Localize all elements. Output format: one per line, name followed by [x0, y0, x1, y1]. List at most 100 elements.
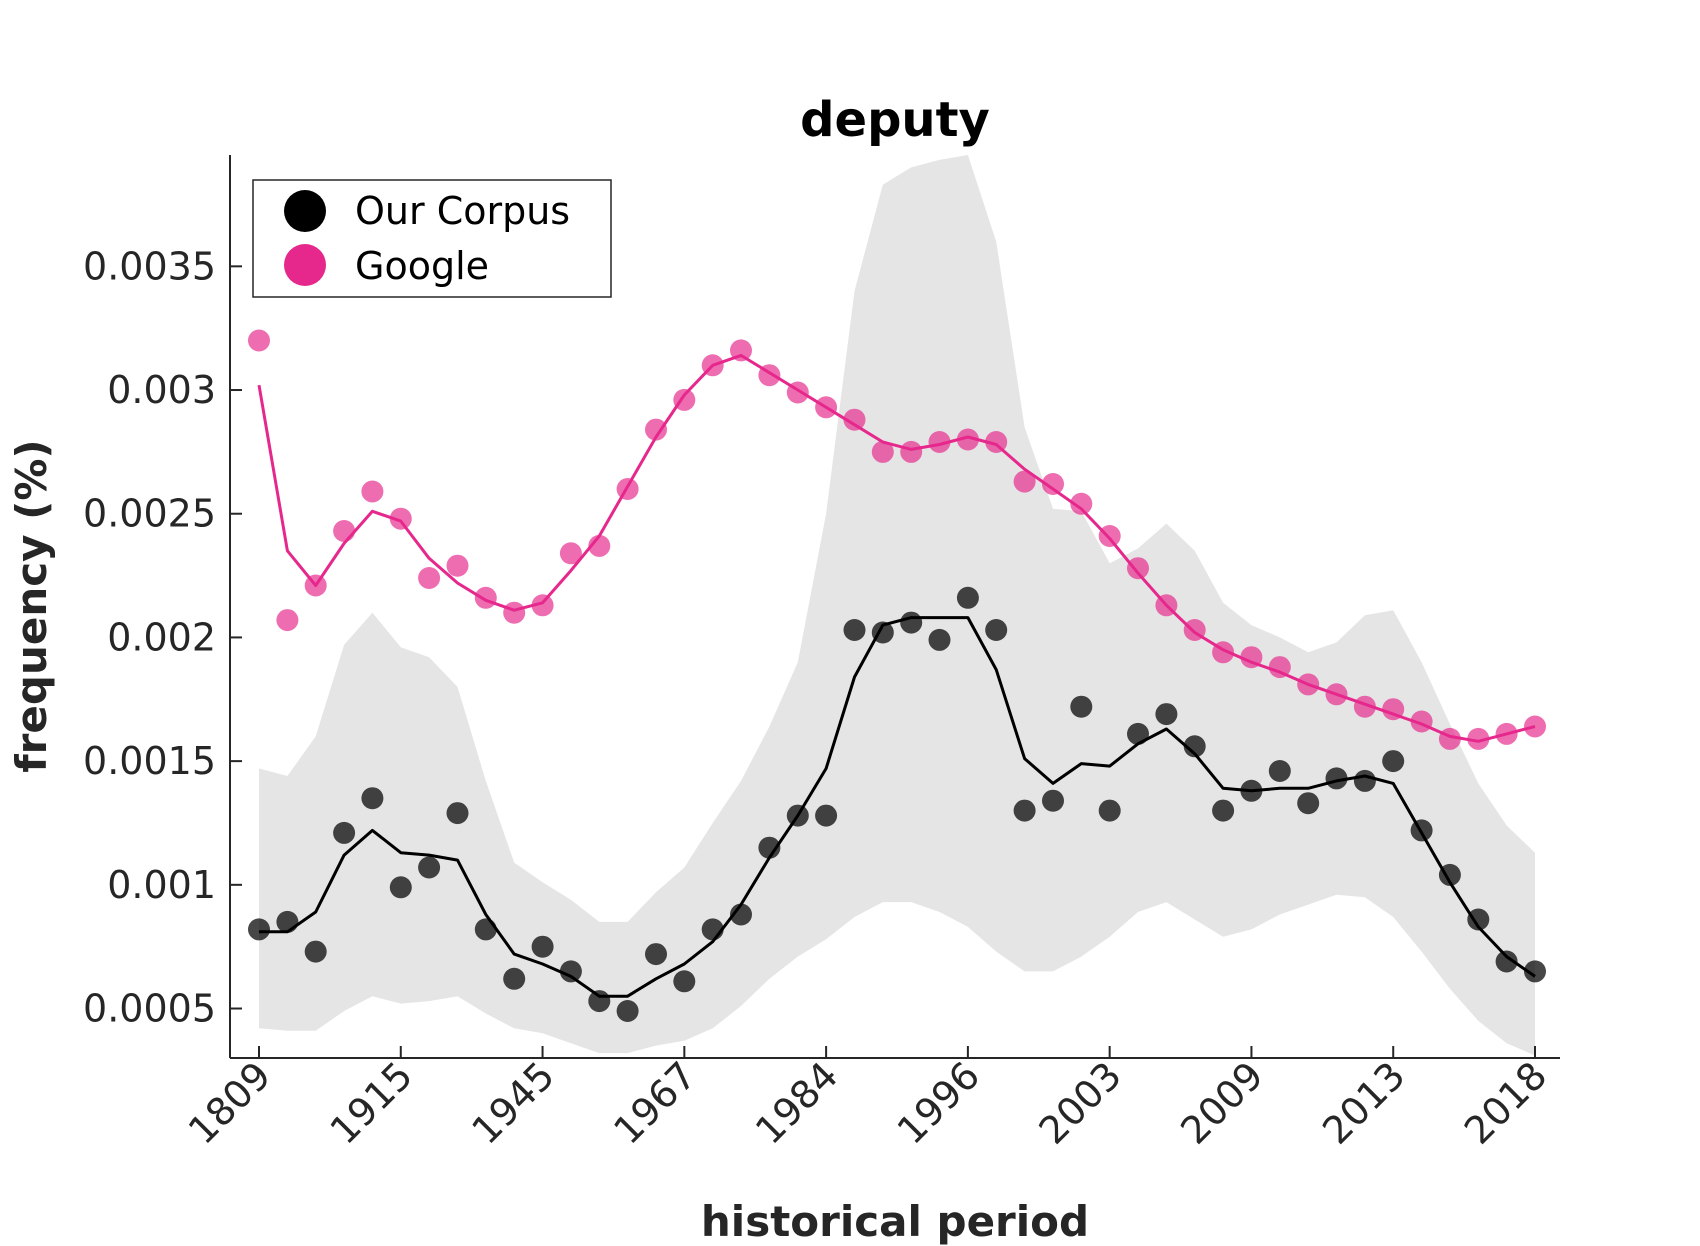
google-point	[928, 431, 951, 453]
smooth-line-layer	[257, 353, 1536, 998]
google-point	[588, 534, 611, 557]
our-corpus-point	[559, 960, 582, 983]
google-point	[474, 586, 497, 609]
our-corpus-point	[1524, 960, 1546, 983]
our-corpus-point	[503, 967, 526, 990]
x-tick-label: 1915	[322, 1053, 422, 1153]
x-tick-label: 1984	[747, 1053, 847, 1153]
our-corpus-point	[248, 918, 270, 941]
google-point	[1070, 492, 1093, 515]
google-point	[1524, 715, 1546, 738]
google-point	[645, 418, 667, 441]
our-corpus-point	[1353, 769, 1376, 792]
legend: Our Corpus Google	[252, 179, 612, 298]
google-point	[616, 478, 639, 500]
google-point	[531, 594, 554, 617]
our-corpus-point	[1212, 799, 1235, 822]
our-corpus-point	[1013, 799, 1036, 822]
our-corpus-point	[333, 821, 356, 844]
y-tick-label: 0.001	[107, 863, 216, 907]
our-corpus-point	[645, 943, 667, 966]
google-point	[1183, 619, 1206, 641]
our-corpus-point	[1325, 767, 1348, 790]
our-corpus-point	[985, 619, 1008, 641]
legend-marker-google	[284, 244, 326, 286]
our-corpus-point	[1042, 789, 1064, 812]
google-point	[843, 408, 866, 431]
google-point	[1212, 641, 1235, 664]
our-corpus-point	[531, 935, 554, 958]
our-corpus-point	[1382, 750, 1405, 773]
x-tick-label: 2013	[1314, 1053, 1414, 1153]
x-axis-title: historical period	[701, 1197, 1089, 1246]
axes	[229, 155, 1560, 1059]
our-corpus-point	[1183, 735, 1206, 758]
google-point	[1240, 646, 1263, 669]
google-point	[758, 364, 781, 387]
our-corpus-point	[1297, 792, 1320, 815]
x-ticks: 1809 1915 1945 1967 1984 1996 2003 2009 2013 2018	[180, 1046, 1556, 1153]
x-tick-label: 2009	[1172, 1053, 1272, 1153]
google-point	[559, 542, 582, 565]
our-corpus-point	[1070, 695, 1093, 718]
google-point	[418, 567, 441, 589]
our-corpus-point	[701, 918, 724, 941]
google-point	[1438, 727, 1461, 750]
google-smooth-line	[257, 353, 1536, 743]
our-corpus-point	[1155, 703, 1178, 726]
our-corpus-point	[956, 586, 979, 609]
y-tick-label: 0.0005	[83, 987, 216, 1031]
google-point	[956, 428, 979, 451]
google-point	[276, 609, 299, 632]
our-corpus-point	[1098, 799, 1121, 822]
our-corpus-point	[815, 804, 838, 827]
our-corpus-point	[276, 910, 299, 933]
our-corpus-point	[900, 611, 923, 634]
google-point	[1155, 594, 1178, 617]
y-ticks: 0.0005 0.001 0.0015 0.002 0.0025 0.003 0.0035	[83, 244, 242, 1031]
legend-label-our-corpus: Our Corpus	[355, 189, 570, 233]
google-point	[701, 354, 724, 377]
our-corpus-point	[474, 918, 497, 941]
google-point	[673, 388, 696, 411]
google-point	[1127, 557, 1149, 580]
our-corpus-point	[1410, 819, 1433, 842]
google-point	[1297, 673, 1320, 696]
google-point	[361, 480, 384, 503]
google-point	[730, 339, 752, 362]
our-corpus-point	[1495, 950, 1518, 973]
our-corpus-point	[446, 802, 469, 825]
our-corpus-point	[1268, 760, 1291, 782]
x-tick-label: 2003	[1031, 1053, 1131, 1153]
google-point	[1495, 722, 1518, 745]
google-point	[503, 601, 526, 624]
our-corpus-point	[786, 804, 809, 827]
y-tick-label: 0.0015	[83, 739, 216, 783]
data-point-layer	[248, 329, 1546, 1022]
y-tick-label: 0.002	[107, 615, 216, 659]
google-point	[333, 520, 356, 542]
google-point	[1410, 710, 1433, 733]
google-point	[304, 574, 327, 597]
google-point	[1013, 470, 1036, 493]
our-corpus-point	[1467, 908, 1490, 931]
google-point	[871, 440, 894, 463]
our-corpus-point	[389, 876, 412, 899]
google-point	[900, 440, 923, 463]
chart-title: deputy	[800, 92, 990, 148]
x-tick-label: 1996	[889, 1053, 989, 1153]
x-tick-label: 2018	[1456, 1053, 1556, 1153]
google-point	[248, 329, 270, 352]
our-corpus-point	[418, 856, 441, 879]
y-tick-label: 0.0025	[83, 492, 216, 536]
google-point	[815, 396, 838, 419]
google-point	[786, 381, 809, 404]
our-corpus-point	[673, 970, 696, 993]
our-corpus-point	[928, 628, 951, 651]
google-point	[1353, 695, 1376, 718]
x-tick-label: 1967	[605, 1053, 705, 1153]
our-corpus-point	[1127, 722, 1149, 745]
confidence-band-layer	[259, 155, 1535, 1056]
google-point	[985, 431, 1008, 453]
